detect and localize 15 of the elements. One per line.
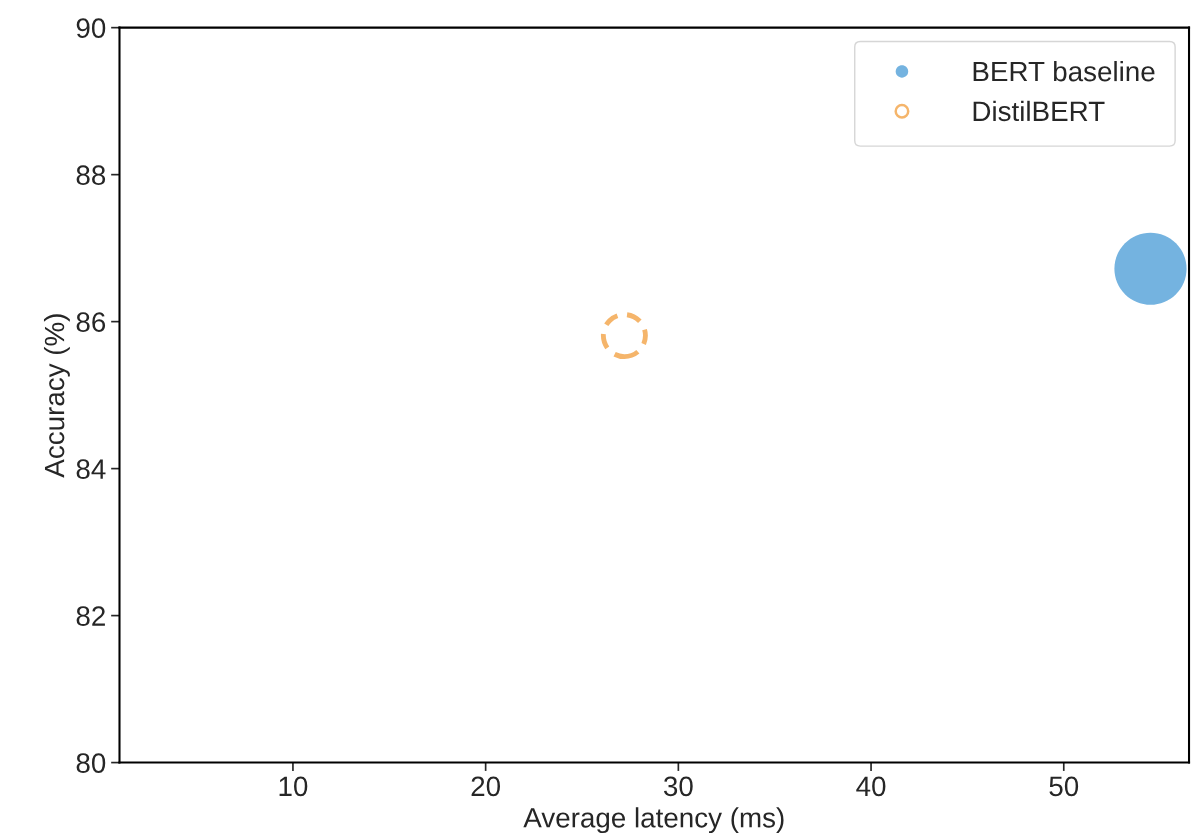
y-tick-label: 86 [76, 312, 106, 332]
y-tick-label: 82 [76, 606, 105, 626]
x-tick-label: 40 [856, 776, 886, 797]
y-tick-label: 88 [76, 165, 106, 185]
y-tick-label: 90 [76, 18, 106, 38]
y-tick-label: 84 [76, 459, 106, 479]
y-tick-label: 80 [76, 753, 106, 773]
legend-label: DistilBERT [973, 100, 1105, 122]
x-tick-label: 20 [471, 776, 501, 797]
y-axis-title: Accuracy (%) [43, 314, 70, 478]
x-tick-label: 30 [663, 776, 693, 797]
x-tick-label: 10 [279, 776, 308, 797]
legend-label: BERT baseline [973, 60, 1155, 82]
x-tick-label: 50 [1049, 776, 1079, 797]
x-axis-title: Average latency (ms) [523, 807, 784, 834]
